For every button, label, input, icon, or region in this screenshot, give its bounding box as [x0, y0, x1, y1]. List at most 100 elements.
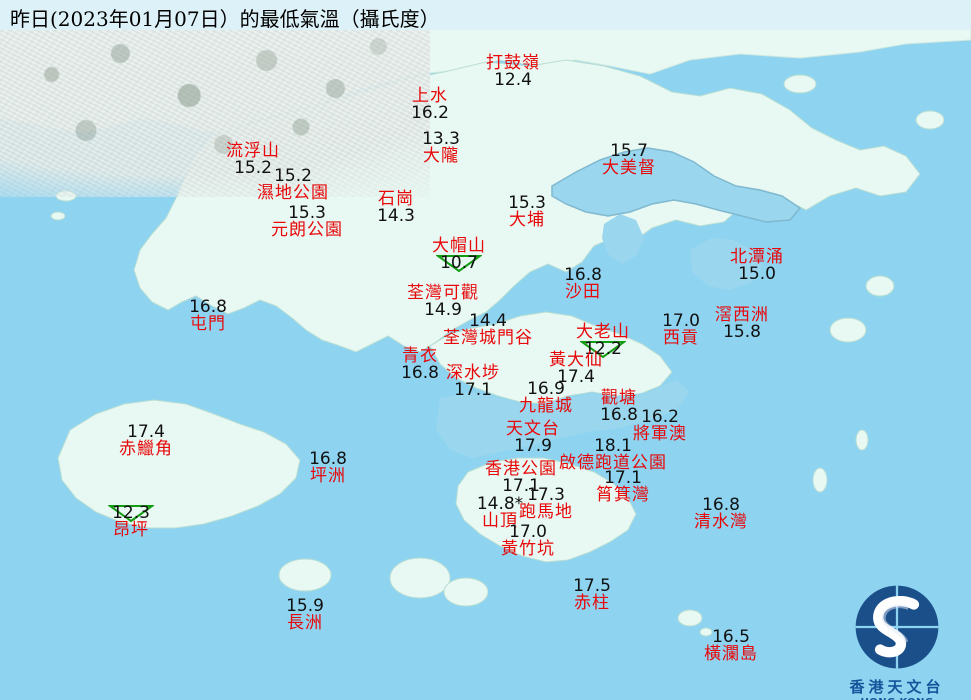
station-value: 17.4 — [557, 367, 595, 387]
station-label: 筲箕灣 17.1 — [596, 470, 650, 504]
station-value-wrap: 16.8 — [600, 407, 638, 424]
station-name: 大隴 — [422, 146, 459, 166]
station-name: 赤鱲角 — [119, 439, 173, 459]
station-name: 黃竹坑 — [501, 539, 555, 559]
station-name: 大帽山 — [432, 236, 486, 256]
station-label: 北潭涌 15.0 — [730, 249, 784, 283]
station-value-wrap: 16.5 — [704, 629, 758, 646]
hko-logo: 香港天文台 HONG KONG OBSERVATORY — [833, 580, 961, 700]
station-value: 15.3 — [288, 203, 326, 223]
hko-circle-s-logo-icon — [855, 585, 939, 669]
station-value: 16.8 — [401, 363, 439, 383]
station-name: 流浮山 — [226, 141, 280, 161]
station-label: 赤柱 17.5 — [573, 578, 611, 612]
station-value: 17.1 — [454, 380, 492, 400]
station-value-wrap: 15.8 — [715, 324, 769, 341]
station-label: 觀塘 16.8 — [600, 390, 638, 424]
inner-water-shatin-channel — [602, 214, 644, 264]
station-name: 上水 — [411, 86, 448, 106]
station-value: 14.3 — [377, 206, 415, 226]
station-value-wrap: 16.8 — [401, 365, 439, 382]
station-name: 筲箕灣 — [596, 485, 650, 505]
station-value-wrap: 13.3 — [422, 131, 460, 148]
station-label: 元朗公園 15.3 — [271, 205, 343, 239]
station-name: 天文台 — [506, 419, 560, 439]
station-value-wrap: 16.2 — [633, 409, 687, 426]
station-name: 坪洲 — [309, 466, 346, 486]
station-value-wrap: 17.1 — [596, 470, 650, 487]
station-value: 16.8 — [309, 449, 347, 469]
station-value-wrap: 15.7 — [602, 143, 656, 160]
station-value: 16.8 — [600, 405, 638, 425]
station-name: 香港公園 — [485, 459, 557, 479]
station-value: 17.0 — [662, 311, 700, 331]
title-bar — [0, 0, 971, 30]
station-value: 14.9 — [424, 300, 462, 320]
station-label: 荃灣可觀 14.9 — [407, 285, 479, 319]
station-name: 荃灣可觀 — [407, 283, 479, 303]
station-label: 深水埗 17.1 — [446, 365, 500, 399]
station-value-wrap: 18.1 — [559, 438, 667, 455]
landmass-hong-kong-island — [455, 457, 637, 563]
station-value: 12.2 — [584, 339, 622, 359]
inner-water-sai-kung — [690, 238, 762, 290]
station-label: 大美督 15.7 — [602, 143, 656, 177]
station-value-wrap: 15.2 — [257, 168, 329, 185]
station-value: 15.2 — [274, 166, 312, 186]
station-name: 長洲 — [286, 613, 323, 633]
station-value: 17.3 — [527, 485, 565, 505]
station-value-wrap: 17.4 — [549, 369, 603, 386]
station-label: 九龍城 16.9 — [519, 381, 573, 415]
small-islands — [50, 74, 945, 637]
station-label: 大埔 15.3 — [508, 195, 546, 229]
station-value-wrap: 16.2 — [411, 105, 449, 122]
station-name: 大埔 — [508, 210, 545, 230]
station-value-wrap: 17.1 — [446, 382, 500, 399]
station-name: 元朗公園 — [271, 220, 343, 240]
station-label: 屯門 16.8 — [189, 299, 227, 333]
station-name: 橫瀾島 — [704, 644, 758, 664]
station-label: 打鼓嶺 12.4 — [486, 55, 540, 89]
station-value-wrap: 16.8 — [564, 267, 602, 284]
station-value: 16.9 — [527, 379, 565, 399]
station-label: 西貢 17.0 — [662, 313, 700, 347]
station-label: 赤鱲角 17.4 — [119, 424, 173, 458]
station-value: 15.8 — [723, 322, 761, 342]
station-name: 清水灣 — [694, 512, 748, 532]
station-label: 滘西洲 15.8 — [715, 307, 769, 341]
station-value-wrap: 15.2 — [226, 160, 280, 177]
station-name: 濕地公園 — [257, 183, 329, 203]
page-title: 昨日(2023年01月07日）的最低氣溫（攝氏度） — [10, 7, 440, 31]
logo-title-zh: 香港天文台 — [849, 678, 945, 696]
station-name: 將軍澳 — [633, 424, 687, 444]
station-value-wrap: 16.8 — [309, 451, 347, 468]
station-value: 17.1 — [604, 468, 642, 488]
station-value-wrap: 15.3 — [508, 195, 546, 212]
station-label: 流浮山 15.2 — [226, 143, 280, 177]
station-label: 大隴 13.3 — [422, 131, 460, 165]
station-value-wrap: 14.3 — [377, 208, 415, 225]
inner-water-victoria-harbour — [436, 380, 690, 458]
station-name: 荃灣城門谷 — [443, 328, 533, 348]
station-value-wrap: 10.7 — [432, 255, 486, 273]
station-value: 16.8 — [564, 265, 602, 285]
station-value-wrap: 17.5 — [573, 578, 611, 595]
station-name: 大老山 — [576, 322, 630, 342]
station-label: 青衣 16.8 — [401, 348, 439, 382]
station-value-wrap: 17.9 — [506, 438, 560, 455]
station-value: 16.8 — [189, 297, 227, 317]
station-label: 啟德跑道公園 18.1 — [559, 438, 667, 472]
station-name: 石崗 — [377, 189, 414, 209]
station-value: 17.1 — [502, 476, 540, 496]
station-name: 昂坪 — [112, 520, 149, 540]
station-label: 將軍澳 16.2 — [633, 409, 687, 443]
station-name: 西貢 — [662, 328, 699, 348]
station-value: 17.9 — [514, 436, 552, 456]
station-name: 深水埗 — [446, 363, 500, 383]
station-value-wrap: 17.1 — [485, 478, 557, 495]
station-value: 12.3 — [112, 503, 150, 523]
station-name: 九龍城 — [519, 396, 573, 416]
station-value: 17.4 — [127, 422, 165, 442]
station-name: 沙田 — [564, 282, 601, 302]
